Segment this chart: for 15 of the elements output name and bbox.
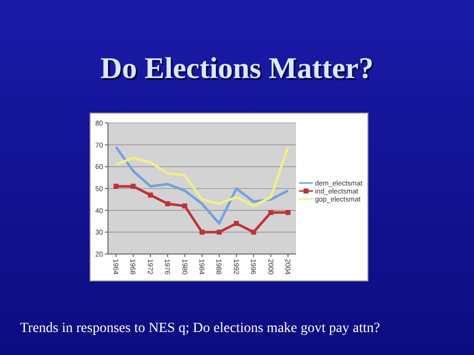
point bbox=[148, 192, 153, 198]
chart-title: Do Elections Matter? bbox=[102, 54, 376, 87]
point bbox=[268, 210, 274, 216]
point bbox=[286, 210, 290, 216]
point bbox=[234, 220, 239, 226]
point bbox=[251, 230, 256, 235]
point bbox=[165, 201, 170, 206]
point bbox=[130, 184, 136, 189]
point bbox=[216, 230, 222, 235]
line-series bbox=[114, 146, 290, 225]
line-series bbox=[114, 146, 290, 208]
point bbox=[114, 184, 118, 189]
point bbox=[182, 203, 188, 208]
point bbox=[200, 230, 204, 235]
text: Trends in responses to NES q; Do elections make govt pay attn? bbox=[20, 321, 380, 336]
